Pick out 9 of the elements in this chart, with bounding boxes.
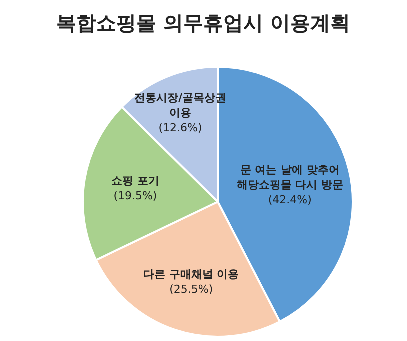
slice-label: 문 여는 날에 맞추어 해당쇼핑몰 다시 방문 [236, 163, 344, 192]
chart-title: 복합쇼핑몰 의무휴업시 이용계획 [56, 11, 350, 35]
slice-label: 전통시장/골목상권 이용 [134, 91, 227, 120]
data-label: (12.6%) [158, 121, 202, 134]
slice-label: 다른 구매채널 이용 [144, 268, 240, 281]
data-label: (25.5%) [170, 282, 214, 296]
data-label: (42.4%) [268, 193, 312, 206]
slice-label: 쇼핑 포기 [112, 174, 160, 188]
data-label: (19.5%) [114, 190, 158, 203]
